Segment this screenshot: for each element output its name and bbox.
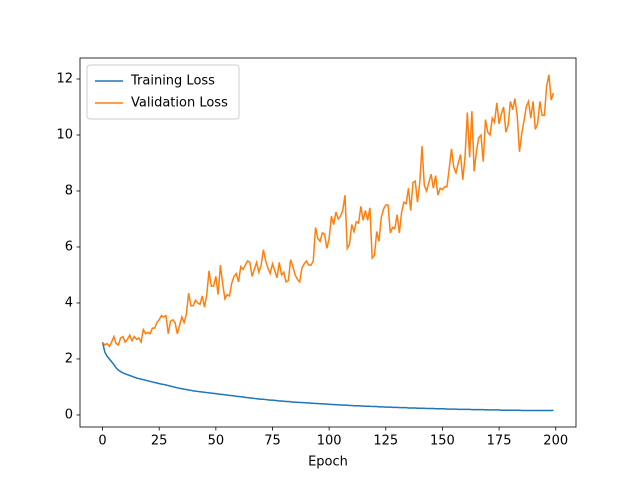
x-tick-label: 25 bbox=[151, 434, 168, 449]
x-tick-label: 125 bbox=[373, 434, 398, 449]
legend-label: Training Loss bbox=[130, 74, 215, 89]
legend-label: Validation Loss bbox=[131, 96, 228, 111]
x-tick-label: 75 bbox=[264, 434, 281, 449]
x-tick-label: 50 bbox=[208, 434, 225, 449]
x-tick-label: 175 bbox=[487, 434, 512, 449]
y-tick-label: 6 bbox=[65, 239, 73, 254]
legend-box bbox=[86, 64, 240, 120]
line-series bbox=[101, 74, 555, 348]
y-tick-label: 12 bbox=[56, 71, 73, 86]
x-tick-label: 150 bbox=[430, 434, 455, 449]
plot-frame bbox=[79, 57, 577, 428]
x-axis-label: Epoch bbox=[308, 455, 348, 470]
y-tick-label: 4 bbox=[65, 295, 73, 310]
y-tick-label: 10 bbox=[56, 127, 73, 142]
x-tick-label: 100 bbox=[317, 434, 342, 449]
y-tick-label: 0 bbox=[65, 407, 73, 422]
x-tick-label: 200 bbox=[543, 434, 568, 449]
y-tick-label: 8 bbox=[65, 183, 73, 198]
x-tick-label: 0 bbox=[98, 434, 106, 449]
line-series bbox=[101, 342, 554, 412]
y-tick-label: 2 bbox=[65, 351, 73, 366]
